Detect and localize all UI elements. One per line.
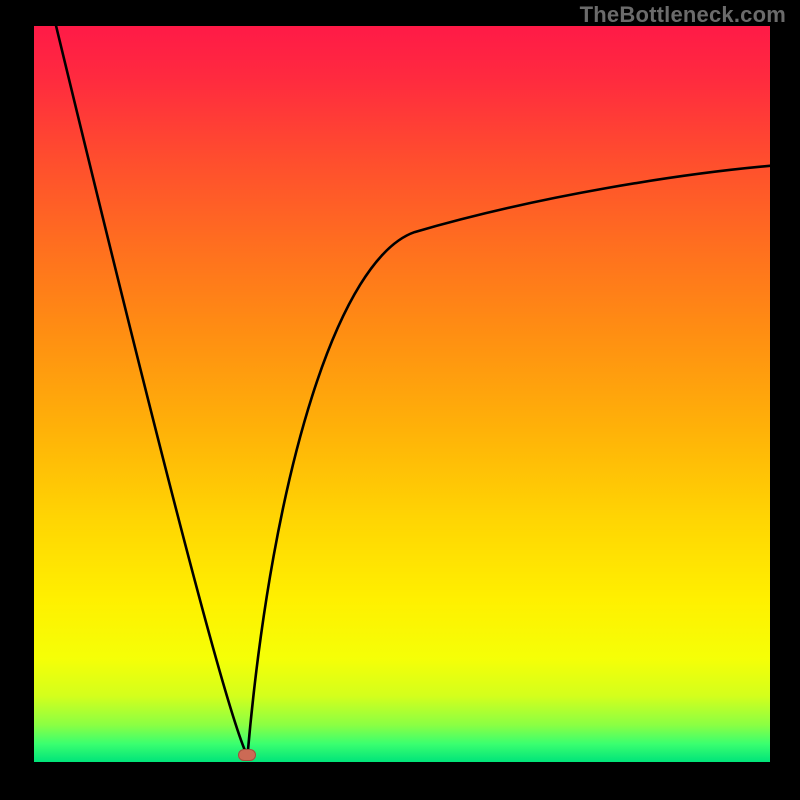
bottleneck-line-chart	[34, 26, 770, 762]
watermark-text: TheBottleneck.com	[580, 2, 786, 28]
minimum-marker	[238, 749, 256, 761]
chart-stage: TheBottleneck.com	[0, 0, 800, 800]
chart-background	[34, 26, 770, 762]
plot-area	[34, 26, 770, 762]
